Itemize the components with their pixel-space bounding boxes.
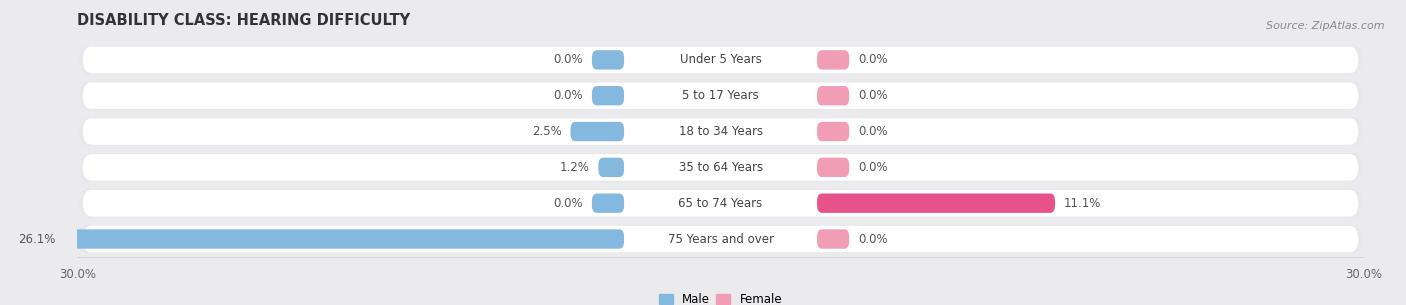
FancyBboxPatch shape	[599, 158, 624, 177]
Legend: Male, Female: Male, Female	[658, 293, 783, 305]
Text: 11.1%: 11.1%	[1064, 197, 1101, 210]
Text: 26.1%: 26.1%	[18, 232, 56, 246]
Text: 2.5%: 2.5%	[531, 125, 562, 138]
FancyBboxPatch shape	[817, 158, 849, 177]
Text: 0.0%: 0.0%	[858, 53, 887, 66]
FancyBboxPatch shape	[817, 193, 1054, 213]
FancyBboxPatch shape	[83, 118, 1358, 145]
FancyBboxPatch shape	[817, 50, 849, 70]
Text: 0.0%: 0.0%	[554, 197, 583, 210]
Text: 0.0%: 0.0%	[858, 161, 887, 174]
FancyBboxPatch shape	[592, 193, 624, 213]
FancyBboxPatch shape	[624, 121, 817, 142]
Text: 1.2%: 1.2%	[560, 161, 589, 174]
Text: 0.0%: 0.0%	[554, 53, 583, 66]
FancyBboxPatch shape	[817, 86, 849, 106]
Text: 0.0%: 0.0%	[554, 89, 583, 102]
FancyBboxPatch shape	[592, 86, 624, 106]
FancyBboxPatch shape	[80, 117, 1361, 145]
FancyBboxPatch shape	[624, 192, 817, 214]
Text: 35 to 64 Years: 35 to 64 Years	[679, 161, 762, 174]
FancyBboxPatch shape	[83, 47, 1358, 73]
Text: DISABILITY CLASS: HEARING DIFFICULTY: DISABILITY CLASS: HEARING DIFFICULTY	[77, 13, 411, 28]
FancyBboxPatch shape	[571, 122, 624, 141]
FancyBboxPatch shape	[817, 122, 849, 141]
FancyBboxPatch shape	[624, 156, 817, 178]
Text: Source: ZipAtlas.com: Source: ZipAtlas.com	[1267, 21, 1385, 31]
Text: 18 to 34 Years: 18 to 34 Years	[679, 125, 762, 138]
Text: 65 to 74 Years: 65 to 74 Years	[679, 197, 762, 210]
FancyBboxPatch shape	[80, 225, 1361, 253]
Text: 75 Years and over: 75 Years and over	[668, 232, 773, 246]
Text: Under 5 Years: Under 5 Years	[679, 53, 762, 66]
Text: 0.0%: 0.0%	[858, 89, 887, 102]
FancyBboxPatch shape	[592, 50, 624, 70]
Text: 5 to 17 Years: 5 to 17 Years	[682, 89, 759, 102]
Text: 0.0%: 0.0%	[858, 125, 887, 138]
FancyBboxPatch shape	[80, 153, 1361, 181]
FancyBboxPatch shape	[65, 229, 624, 249]
FancyBboxPatch shape	[624, 228, 817, 250]
Text: 0.0%: 0.0%	[858, 232, 887, 246]
FancyBboxPatch shape	[817, 229, 849, 249]
FancyBboxPatch shape	[83, 226, 1358, 252]
FancyBboxPatch shape	[624, 49, 817, 71]
FancyBboxPatch shape	[83, 154, 1358, 181]
FancyBboxPatch shape	[83, 190, 1358, 217]
FancyBboxPatch shape	[80, 82, 1361, 110]
FancyBboxPatch shape	[80, 189, 1361, 217]
FancyBboxPatch shape	[83, 82, 1358, 109]
FancyBboxPatch shape	[624, 85, 817, 106]
FancyBboxPatch shape	[80, 46, 1361, 74]
